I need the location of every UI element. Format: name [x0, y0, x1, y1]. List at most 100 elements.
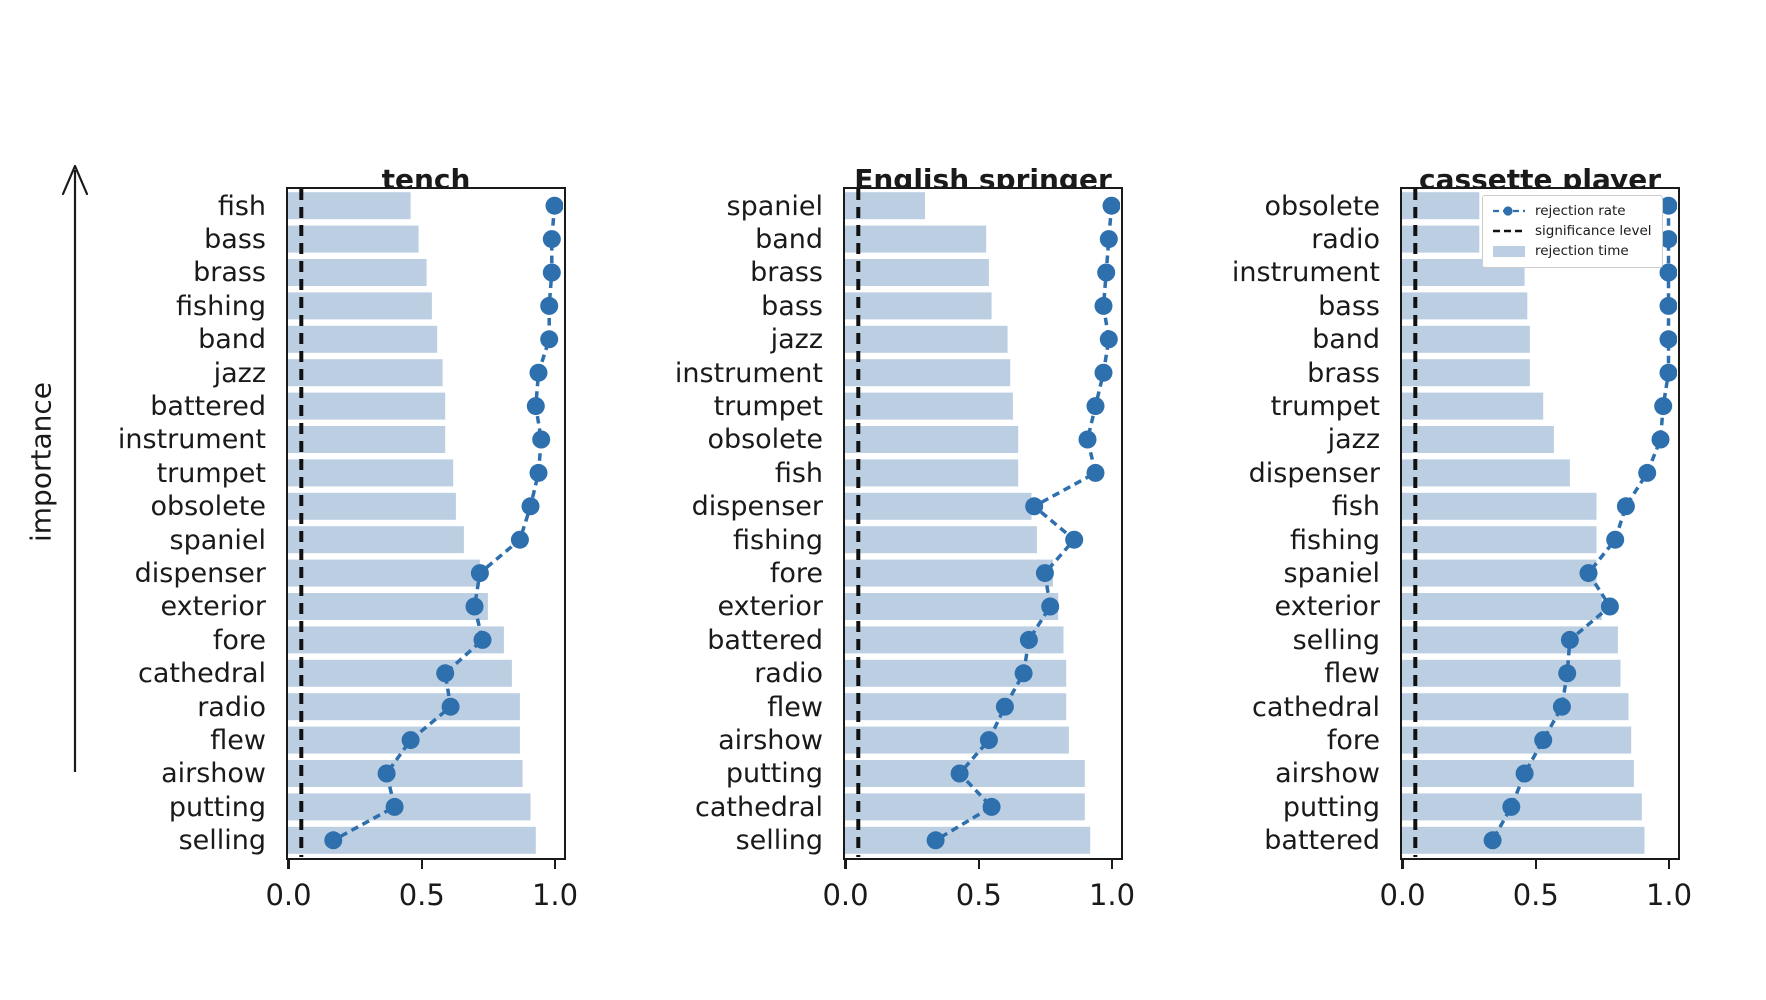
x-axis-ticks: 0.0 0.5 1.0	[822, 860, 1135, 930]
x-tick-label: 0.5	[398, 878, 445, 912]
rejection-rate-point	[532, 430, 551, 449]
rejection-time-bar	[845, 826, 1091, 854]
category-label: airshow	[718, 724, 823, 756]
rejection-rate-point	[926, 831, 945, 850]
rejection-time-bar	[845, 693, 1067, 721]
category-label: fish	[774, 457, 823, 489]
legend-item-significance-level: significance level	[1491, 221, 1652, 241]
rejection-rate-point	[401, 731, 420, 750]
chart-canvas	[845, 189, 1120, 857]
rejection-time-bar	[288, 392, 446, 420]
rejection-time-bar	[1402, 626, 1618, 654]
rejection-time-bar	[288, 359, 443, 387]
rejection-rate-point	[526, 397, 545, 416]
category-label: obsolete	[707, 424, 823, 456]
category-label: trumpet	[1270, 390, 1380, 422]
category-label: trumpet	[156, 457, 266, 489]
rejection-rate-point	[540, 296, 559, 315]
rejection-time-bar	[288, 526, 464, 554]
rejection-time-bar	[1402, 526, 1597, 554]
legend-item-rejection-time: rejection time	[1491, 241, 1652, 261]
category-label: putting	[725, 758, 823, 790]
rejection-rate-point	[1659, 363, 1677, 382]
rejection-rate-point	[1065, 530, 1084, 549]
rejection-rate-point	[1558, 664, 1577, 683]
chart-canvas	[288, 189, 563, 857]
rejection-time-bar	[288, 693, 520, 721]
category-label: flew	[1324, 658, 1380, 690]
rejection-time-bar	[1402, 826, 1645, 854]
rejection-rate-point	[1086, 397, 1105, 416]
category-label: selling	[178, 825, 266, 857]
category-label: fishing	[733, 524, 823, 556]
category-label: bass	[1318, 290, 1380, 322]
rejection-rate-point	[377, 764, 396, 783]
x-tick-label: 0.0	[822, 878, 869, 912]
category-label: band	[755, 223, 823, 255]
category-label: battered	[150, 390, 266, 422]
rejection-rate-point	[385, 797, 404, 816]
x-tick-mark	[1667, 860, 1671, 869]
category-label: fore	[1326, 724, 1380, 756]
x-tick-mark	[1401, 860, 1404, 869]
rejection-rate-point	[1025, 497, 1044, 516]
rejection-rate-point	[470, 564, 489, 583]
x-tick-mark	[287, 860, 290, 869]
category-label: spaniel	[726, 190, 823, 222]
category-label: jazz	[770, 324, 823, 356]
rejection-rate-point	[1515, 764, 1534, 783]
rejection-rate-point	[1659, 296, 1677, 315]
category-label: flew	[210, 724, 266, 756]
x-axis-ticks: 0.0 0.5 1.0	[1379, 860, 1692, 930]
significance-level-swatch-icon	[1493, 229, 1525, 233]
category-label: flew	[767, 691, 823, 723]
rejection-rate-point	[1014, 664, 1033, 683]
rejection-rate-point	[441, 697, 460, 716]
rejection-rate-point	[1086, 463, 1105, 482]
rejection-time-bar	[845, 259, 989, 286]
category-label: brass	[1307, 357, 1380, 389]
rejection-rate-point	[1099, 230, 1118, 249]
category-label: spaniel	[1283, 557, 1380, 589]
category-label: bass	[761, 290, 823, 322]
panel-tench: tench fish bass brass fishing band jazz batter…	[118, 140, 578, 970]
category-label: fishing	[176, 290, 266, 322]
rejection-time-bar	[1402, 659, 1621, 687]
rejection-rate-point	[1654, 397, 1673, 416]
category-label: battered	[707, 624, 823, 656]
rejection-time-bar	[845, 526, 1037, 554]
rejection-rate-point	[1606, 530, 1625, 549]
rejection-time-bar	[845, 659, 1067, 687]
rejection-time-bar	[845, 292, 992, 320]
rejection-time-bar	[288, 192, 411, 220]
category-label: jazz	[213, 357, 266, 389]
rejection-time-bar	[288, 760, 523, 787]
rejection-rate-point	[542, 263, 561, 282]
x-tick-mark	[553, 860, 557, 869]
rejection-rate-point	[950, 764, 969, 783]
category-label: instrument	[674, 357, 823, 389]
rejection-rate-point	[540, 330, 559, 349]
plot-area	[843, 187, 1123, 860]
x-tick-label: 0.5	[955, 878, 1002, 912]
category-label: brass	[193, 257, 266, 289]
rejection-rate-point	[1102, 196, 1120, 215]
rejection-time-bar	[845, 359, 1011, 387]
rejection-time-bar	[1402, 559, 1597, 587]
rejection-rate-point	[1078, 430, 1097, 449]
rejection-rate-point	[510, 530, 529, 549]
category-label: fish	[1331, 491, 1380, 523]
rejection-rate-point	[545, 196, 563, 215]
rejection-rate-point	[979, 731, 998, 750]
rejection-time-bar	[845, 559, 1053, 587]
rejection-rate-point	[1097, 263, 1116, 282]
x-tick-label: 0.0	[265, 878, 312, 912]
rejection-time-bar	[288, 626, 504, 654]
category-label: obsolete	[1264, 190, 1380, 222]
rejection-time-bar	[288, 492, 456, 520]
category-label: radio	[754, 658, 823, 690]
rejection-time-bar	[845, 459, 1019, 487]
rejection-rate-point	[1502, 797, 1521, 816]
rejection-rate-point	[1035, 564, 1054, 583]
